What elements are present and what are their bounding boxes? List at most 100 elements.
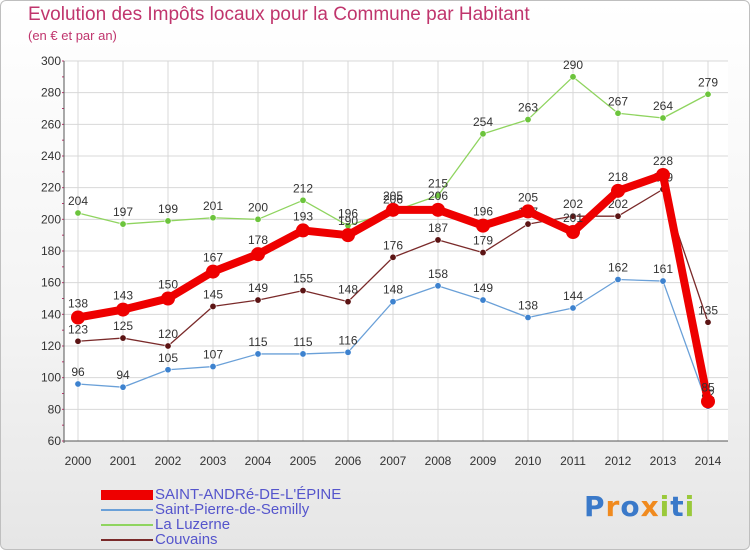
data-label: 218 — [608, 170, 628, 184]
data-point — [71, 310, 85, 325]
data-label: 123 — [68, 322, 88, 336]
data-point — [164, 342, 172, 350]
data-point — [254, 350, 262, 358]
data-point — [569, 73, 577, 81]
data-point — [479, 249, 487, 257]
x-tick-label: 2004 — [245, 454, 272, 468]
y-tick-label: 180 — [41, 244, 61, 258]
data-label: 264 — [653, 99, 673, 113]
data-point — [74, 209, 82, 217]
data-label: 105 — [158, 351, 178, 365]
data-point — [344, 348, 352, 356]
x-tick-label: 2005 — [290, 454, 317, 468]
data-label: 162 — [608, 261, 628, 275]
data-label: 205 — [383, 189, 403, 203]
data-label: 115 — [248, 335, 267, 349]
legend-swatch — [101, 509, 153, 511]
data-label: 135 — [698, 303, 718, 317]
data-label: 179 — [473, 234, 493, 248]
data-point — [299, 196, 307, 204]
data-point — [656, 168, 670, 182]
data-label: 161 — [653, 262, 673, 276]
data-label: 149 — [248, 281, 268, 295]
data-point — [254, 296, 262, 304]
data-label: 149 — [473, 281, 493, 295]
data-label: 167 — [203, 251, 223, 265]
data-point — [299, 350, 307, 358]
data-label: 254 — [473, 115, 493, 129]
x-tick-label: 2002 — [155, 454, 182, 468]
x-tick-label: 2006 — [335, 454, 362, 468]
data-point — [209, 363, 217, 371]
data-point — [161, 291, 175, 306]
data-label: 176 — [383, 238, 403, 252]
data-point — [116, 302, 130, 317]
data-point — [254, 215, 262, 223]
x-tick-label: 2013 — [650, 454, 677, 468]
logo-letter: r — [605, 490, 621, 523]
data-label: 267 — [608, 94, 628, 108]
logo-letter: t — [670, 490, 685, 523]
chart-subtitle: (en € et par an) — [28, 28, 117, 43]
logo-letter: i — [659, 490, 671, 523]
data-label: 158 — [428, 267, 448, 281]
data-point — [206, 264, 220, 279]
data-label: 205 — [518, 190, 538, 204]
data-label: 96 — [71, 365, 85, 379]
legend-label: Saint-Pierre-de-Semilly — [155, 501, 310, 518]
data-point — [209, 302, 217, 310]
data-label: 228 — [653, 154, 673, 168]
data-point — [479, 296, 487, 304]
data-label: 125 — [113, 319, 133, 333]
data-point — [659, 114, 667, 122]
logo-letter: i — [684, 490, 696, 523]
y-tick-label: 280 — [41, 86, 61, 100]
data-label: 143 — [113, 289, 133, 303]
data-point — [434, 282, 442, 290]
y-tick-label: 120 — [41, 339, 61, 353]
y-tick-label: 260 — [41, 117, 61, 131]
data-label: 200 — [248, 200, 268, 214]
data-label: 201 — [203, 199, 223, 213]
data-point — [299, 287, 307, 295]
data-label: 206 — [428, 189, 448, 203]
logo-letter: x — [640, 490, 660, 523]
data-point — [389, 253, 397, 261]
data-point — [119, 220, 127, 228]
y-tick-label: 160 — [41, 276, 61, 290]
data-point — [389, 298, 397, 306]
legend-label: Couvains — [155, 531, 218, 548]
y-tick-label: 200 — [41, 212, 61, 226]
x-tick-label: 2014 — [695, 454, 722, 468]
data-point — [341, 228, 355, 243]
data-point — [614, 109, 622, 117]
x-tick-label: 2003 — [200, 454, 227, 468]
x-tick-label: 2000 — [65, 454, 92, 468]
data-label: 107 — [203, 348, 223, 362]
data-label: 279 — [698, 75, 718, 89]
data-point — [569, 304, 577, 312]
y-tick-label: 100 — [41, 371, 61, 385]
data-label: 215 — [428, 177, 448, 191]
data-label: 94 — [116, 368, 130, 382]
y-tick-label: 80 — [48, 402, 62, 416]
data-point — [74, 380, 82, 388]
data-point — [344, 298, 352, 306]
data-label: 144 — [563, 289, 583, 303]
data-label: 193 — [293, 209, 313, 223]
proxiti-logo: Proxiti — [584, 490, 695, 523]
data-point — [119, 383, 127, 391]
data-label: 187 — [428, 221, 448, 235]
data-label: 150 — [158, 278, 178, 292]
data-point — [569, 212, 577, 220]
x-tick-label: 2011 — [560, 454, 586, 468]
data-point — [614, 212, 622, 220]
data-label: 115 — [293, 335, 312, 349]
data-point — [119, 334, 127, 342]
data-label: 190 — [338, 214, 358, 228]
data-label: 138 — [518, 299, 538, 313]
data-label: 148 — [338, 283, 358, 297]
data-label: 199 — [158, 202, 178, 216]
data-point — [209, 214, 217, 222]
